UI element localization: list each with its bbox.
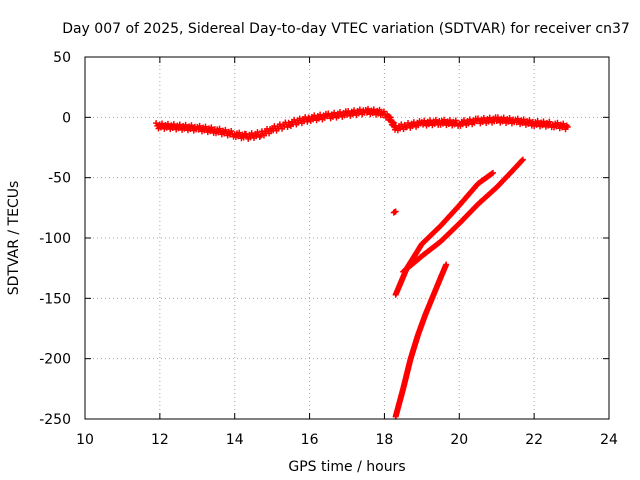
y-tick-label: 50 bbox=[53, 50, 71, 66]
series-arc-b bbox=[400, 156, 526, 275]
data-point bbox=[514, 115, 521, 122]
data-point bbox=[560, 120, 567, 127]
axis-ticks: 10 12 14 16 18 20 22 24 50 0 -50 -100 -150 -200 -250 bbox=[39, 50, 618, 448]
data-point bbox=[392, 208, 399, 215]
data-point bbox=[196, 122, 203, 129]
y-tick-label: -100 bbox=[39, 231, 71, 247]
data-point bbox=[236, 129, 243, 136]
y-tick-label: -250 bbox=[39, 412, 71, 428]
y-tick-label: 0 bbox=[62, 110, 71, 126]
data-point bbox=[202, 123, 209, 130]
x-tick-label: 22 bbox=[525, 432, 543, 448]
data-point bbox=[443, 261, 450, 268]
data-point bbox=[222, 126, 229, 133]
series-isolated bbox=[390, 208, 399, 216]
data-points bbox=[153, 105, 571, 420]
data-point bbox=[380, 108, 387, 115]
data-point bbox=[519, 157, 526, 164]
y-tick-label: -50 bbox=[48, 171, 71, 187]
x-tick-label: 12 bbox=[151, 432, 169, 448]
x-tick-label: 16 bbox=[301, 432, 319, 448]
data-point bbox=[526, 117, 533, 124]
series-arc-c bbox=[392, 261, 450, 420]
chart-title: Day 007 of 2025, Sidereal Day-to-day VTE… bbox=[62, 21, 630, 37]
y-tick-label: -150 bbox=[39, 291, 71, 307]
data-point bbox=[554, 119, 561, 126]
data-point bbox=[208, 124, 215, 131]
data-point bbox=[564, 123, 571, 130]
x-axis-label: GPS time / hours bbox=[288, 459, 405, 475]
y-tick-label: -200 bbox=[39, 352, 71, 368]
x-tick-label: 20 bbox=[450, 432, 468, 448]
data-point bbox=[520, 116, 527, 123]
x-tick-label: 14 bbox=[226, 432, 244, 448]
series-main-band bbox=[153, 105, 571, 142]
series-arc-a bbox=[392, 169, 496, 298]
x-tick-label: 18 bbox=[376, 432, 394, 448]
data-point bbox=[489, 169, 496, 176]
data-point bbox=[240, 134, 247, 141]
data-point bbox=[286, 122, 293, 129]
x-tick-label: 24 bbox=[600, 432, 618, 448]
y-axis-label: SDTVAR / TECUs bbox=[6, 181, 22, 296]
data-point bbox=[216, 125, 223, 132]
data-point bbox=[519, 156, 526, 163]
data-point bbox=[228, 127, 235, 134]
x-tick-label: 10 bbox=[76, 432, 94, 448]
